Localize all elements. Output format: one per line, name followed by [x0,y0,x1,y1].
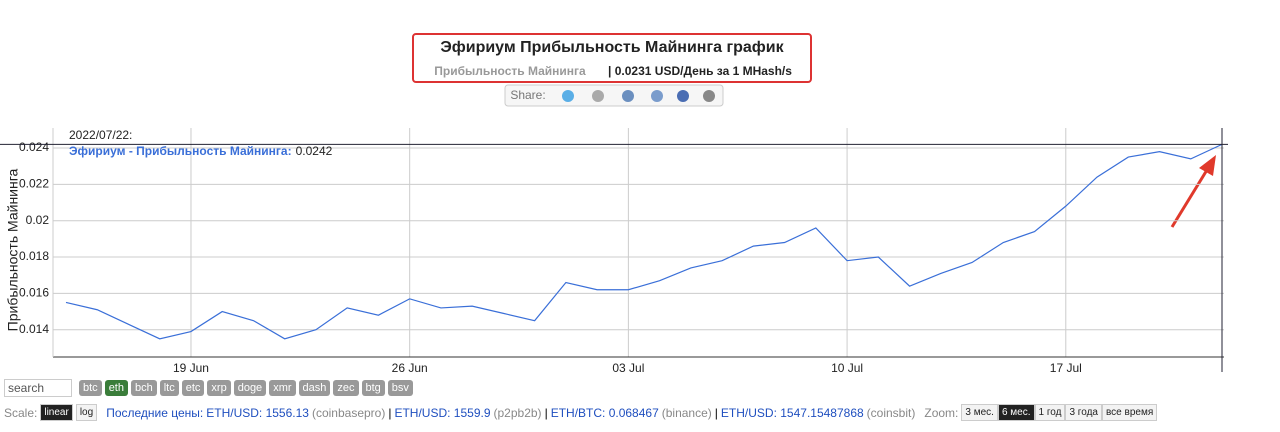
prices-label: Последние цены: [106,405,204,420]
share-label: Share: [510,88,545,102]
coin-tag[interactable]: ltc [159,380,179,396]
scale-label: Scale: [4,405,38,420]
x-tick-label: 10 Jul [831,361,863,372]
price-pair[interactable]: ETH/BTC: 0.068467 [550,405,659,420]
x-tick-label: 26 Jun [392,361,428,372]
price-pair[interactable]: ETH/USD: 1559.9 [394,405,491,420]
series-line [65,143,1223,340]
facebook-icon[interactable] [677,90,689,102]
coin-tag[interactable]: doge [233,380,267,396]
coin-tag[interactable]: xmr [269,380,296,396]
zoom-button[interactable]: все время [1101,404,1158,421]
share-bar [504,84,724,107]
like-icon[interactable] [651,90,663,102]
zoom-button[interactable]: 6 мес. [997,404,1035,421]
y-tick-label: 0.022 [19,177,49,191]
price-source: (binance) [661,405,712,420]
tooltip-date: 2022/07/22: [69,128,132,142]
tooltip-series: Эфириум - Прибыльность Майнинга: [69,144,292,158]
title-box [412,33,812,83]
zoom-button[interactable]: 1 год [1034,404,1066,421]
annotation-arrowhead [1199,155,1216,176]
scale-button[interactable]: log [75,404,98,421]
weibo-icon[interactable] [703,90,715,102]
zoom-button[interactable]: 3 года [1065,404,1102,421]
separator: | [714,405,718,420]
separator: | [544,405,548,420]
price-source: (p2pb2b) [493,405,542,420]
coin-tag[interactable]: btg [361,380,385,396]
reddit-icon[interactable] [592,90,604,102]
bottom-row: Scale: linear log Последние цены: ETH/USD: 1… [4,404,1158,421]
coin-tag[interactable]: bsv [387,380,413,396]
x-tick-label: 17 Jul [1050,361,1082,372]
coin-tag[interactable]: xrp [207,380,231,396]
zoom-label: Zoom: [924,405,959,420]
zoom-group: 3 мес. 6 мес. 1 год 3 года все время [961,404,1158,421]
y-tick-label: 0.018 [19,249,49,263]
coin-tag[interactable]: bch [130,380,157,396]
coin-tag[interactable]: btc [79,380,102,396]
price-pair[interactable]: ETH/USD: 1547.15487868 [720,405,864,420]
price-source: (coinsbit) [866,405,916,420]
coin-tag[interactable]: zec [333,380,359,396]
coin-tag[interactable]: etc [181,380,205,396]
tooltip-value: 0.0242 [296,144,333,158]
x-tick-label: 03 Jul [612,361,644,372]
subtitle-value: | 0.0231 USD/День за 1 MHash/s [608,64,792,78]
coin-tag[interactable]: eth [104,380,128,396]
y-tick-label: 0.016 [19,286,49,300]
scale-button[interactable]: linear [40,404,73,421]
y-tick-label: 0.014 [19,322,49,336]
y-tick-label: 0.024 [19,140,49,154]
search-box[interactable]: search [4,379,72,397]
chart: Эфириум Прибыльность Майнинга график При… [0,33,1228,372]
subtitle-label: Прибыльность Майнинга [434,64,586,78]
zoom-button[interactable]: 3 мес. [961,404,998,421]
coin-tag[interactable]: dash [298,380,331,396]
vk-icon[interactable] [622,90,634,102]
share-icons[interactable] [562,90,715,102]
x-tick-label: 19 Jun [173,361,209,372]
annotation-arrow [1170,164,1212,228]
chart-title: Эфириум Прибыльность Майнинга график [440,39,784,56]
price-pair[interactable]: ETH/USD: 1556.13 [206,405,309,420]
coin-row: search btc eth bch ltc etc xrp doge xmr dash zec b… [4,379,413,397]
y-axis-label: Прибыльность Майнинга [5,168,21,331]
separator: | [388,405,392,420]
price-source: (coinbasepro) [311,405,386,420]
y-tick-label: 0.02 [26,213,50,227]
twitter-icon[interactable] [562,90,574,102]
